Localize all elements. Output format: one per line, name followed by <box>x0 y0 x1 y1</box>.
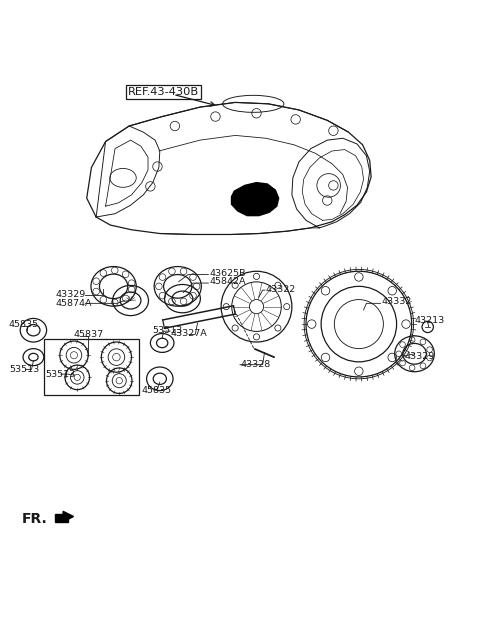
Text: 43322: 43322 <box>266 285 296 294</box>
Text: 53513: 53513 <box>153 326 183 335</box>
Text: 45835: 45835 <box>9 320 39 329</box>
Text: 45842A: 45842A <box>209 277 246 286</box>
Text: 43327A: 43327A <box>170 329 207 338</box>
Text: FR.: FR. <box>22 512 48 526</box>
Circle shape <box>74 375 80 381</box>
Text: 43213: 43213 <box>415 316 445 325</box>
Text: 43332: 43332 <box>382 297 412 307</box>
Text: 53513: 53513 <box>46 370 76 379</box>
Circle shape <box>113 353 120 361</box>
Text: 45837: 45837 <box>74 331 104 339</box>
Text: 43625B: 43625B <box>209 269 246 278</box>
Polygon shape <box>231 182 279 216</box>
Bar <box>44 339 139 395</box>
Text: REF.43-430B: REF.43-430B <box>128 87 199 97</box>
FancyArrow shape <box>59 511 73 522</box>
Text: 43329: 43329 <box>55 290 85 299</box>
Text: 45835: 45835 <box>142 386 172 395</box>
Text: 43328: 43328 <box>241 360 271 369</box>
Polygon shape <box>55 514 68 522</box>
Circle shape <box>116 378 122 384</box>
Text: 45874A: 45874A <box>55 299 92 308</box>
Text: 53513: 53513 <box>9 365 39 374</box>
Text: 43329: 43329 <box>404 352 434 361</box>
Circle shape <box>71 352 77 359</box>
